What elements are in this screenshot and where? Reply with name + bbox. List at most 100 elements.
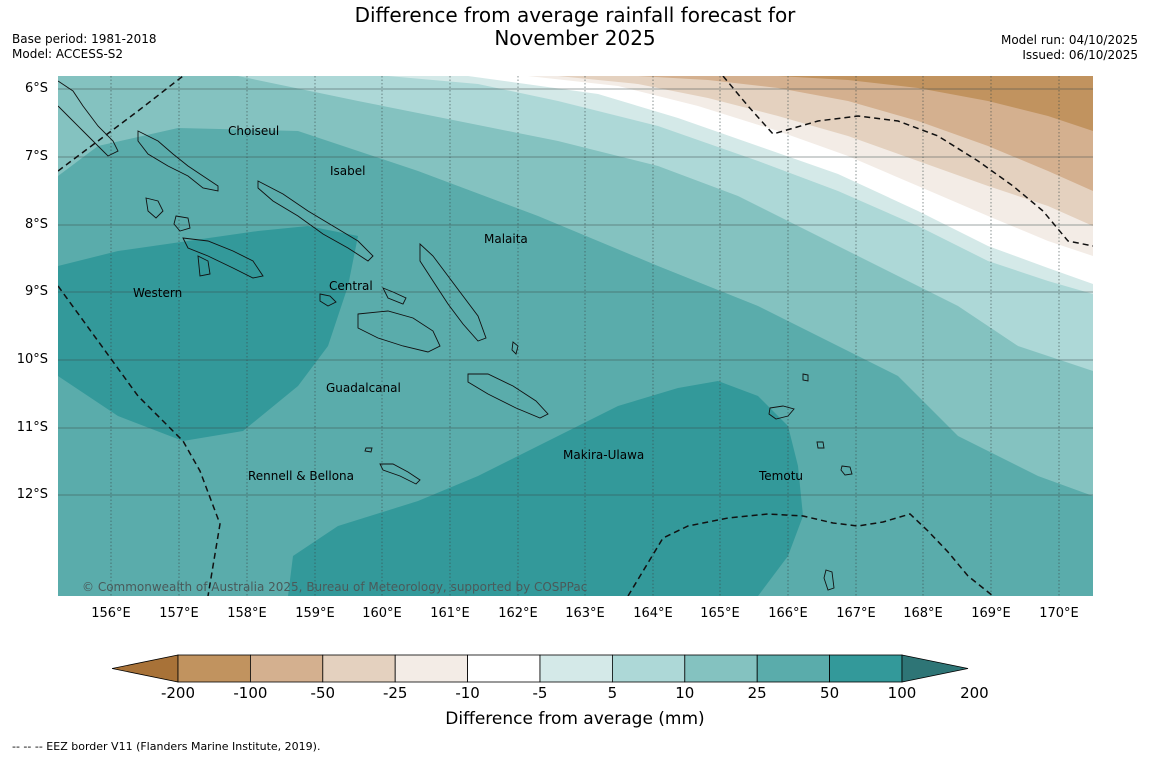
malaita-coast xyxy=(419,242,487,342)
label-central: Central xyxy=(329,279,373,293)
russell-coast xyxy=(319,293,337,307)
colorbar-tick-label: -25 xyxy=(382,684,408,702)
lat-label-9s: 9°S xyxy=(24,284,48,299)
rainfall-map xyxy=(58,76,1093,596)
lon-label-164e: 164°E xyxy=(633,606,673,621)
lon-label-165e: 165°E xyxy=(700,606,740,621)
label-guadalcanal: Guadalcanal xyxy=(326,381,401,395)
title-line-1: Difference from average rainfall forecas… xyxy=(354,3,796,27)
vella-lavella-coast xyxy=(145,197,164,219)
colorbar-tick-label: -50 xyxy=(310,684,336,702)
base-period: Base period: 1981-2018 xyxy=(12,32,157,46)
lon-label-163e: 163°E xyxy=(565,606,605,621)
colorbar-swatch xyxy=(684,654,758,683)
band-neg-50-25 xyxy=(638,76,1093,191)
meta-left: Base period: 1981-2018 Model: ACCESS-S2 xyxy=(12,32,157,62)
guadalcanal-coast xyxy=(357,310,441,353)
utupua-coast xyxy=(840,465,853,476)
label-rennell-bellona: Rennell & Bellona xyxy=(248,469,355,483)
colorbar-tick-label: -5 xyxy=(532,684,548,702)
ulawa-coast xyxy=(511,341,519,355)
colorbar-swatch xyxy=(829,654,903,683)
lat-label-11s: 11°S xyxy=(16,420,48,435)
lon-label-159e: 159°E xyxy=(295,606,335,621)
reef-island-coast xyxy=(802,373,809,382)
colorbar-tick-label: 5 xyxy=(607,684,618,702)
graticule xyxy=(110,76,1060,596)
colorbar xyxy=(111,654,1038,686)
lon-label-166e: 166°E xyxy=(768,606,808,621)
colorbar-tick-label: -200 xyxy=(160,684,196,702)
lat-label-7s: 7°S xyxy=(24,149,48,164)
colorbar-swatch xyxy=(539,654,613,683)
bellona-coast xyxy=(364,447,373,453)
lat-label-10s: 10°S xyxy=(16,352,48,367)
lon-label-169e: 169°E xyxy=(971,606,1011,621)
isabel-coast xyxy=(257,180,374,262)
colorbar-tick-label: -100 xyxy=(233,684,268,702)
lon-label-167e: 167°E xyxy=(836,606,876,621)
nggela-coast xyxy=(382,287,407,305)
colorbar-tick-label: 50 xyxy=(820,684,840,702)
new-georgia-coast xyxy=(182,237,264,279)
eez-west xyxy=(58,285,221,596)
colorbar-extend-high xyxy=(901,654,969,683)
colorbar-swatch xyxy=(756,654,831,683)
lon-label-158e: 158°E xyxy=(227,606,267,621)
lat-lines xyxy=(58,88,1093,496)
model-name: Model: ACCESS-S2 xyxy=(12,47,124,61)
colorbar-swatch xyxy=(394,654,469,683)
colorbar-tick-label: -10 xyxy=(455,684,480,702)
lat-label-12s: 12°S xyxy=(16,487,48,502)
map-title: Difference from average rainfall forecas… xyxy=(0,4,1150,50)
rennell-coast xyxy=(379,463,421,485)
colorbar-tick-label: 200 xyxy=(960,684,989,702)
label-choiseul: Choiseul xyxy=(228,124,280,138)
colorbar-swatch xyxy=(322,654,396,683)
coastlines xyxy=(58,80,853,591)
anuta-coast xyxy=(823,569,835,591)
colorbar-swatch xyxy=(467,654,541,683)
vanikoro-coast xyxy=(816,441,825,449)
santa-cruz-coast xyxy=(768,405,795,420)
eez-border xyxy=(58,76,1093,596)
lon-label-170e: 170°E xyxy=(1039,606,1079,621)
lon-label-156e: 156°E xyxy=(91,606,131,621)
label-makira-ulawa: Makira-Ulawa xyxy=(563,448,645,462)
issued-date: Issued: 06/10/2025 xyxy=(1022,48,1138,62)
copyright-notice: © Commonwealth of Australia 2025, Bureau… xyxy=(82,580,588,594)
makira-coast xyxy=(467,373,549,419)
label-isabel: Isabel xyxy=(330,164,366,178)
lat-label-6s: 6°S xyxy=(24,81,48,96)
band-100-200-south xyxy=(288,381,803,596)
colorbar-extend-low xyxy=(111,654,179,683)
colorbar-swatch xyxy=(249,654,324,683)
lon-label-168e: 168°E xyxy=(903,606,943,621)
colorbar-tick-label: 10 xyxy=(675,684,695,702)
choiseul-coast xyxy=(137,130,219,192)
colorbar-swatch xyxy=(177,654,251,683)
eez-legend: -- -- -- EEZ border V11 (Flanders Marine… xyxy=(12,740,321,753)
lon-label-160e: 160°E xyxy=(362,606,402,621)
model-run: Model run: 04/10/2025 xyxy=(1000,33,1138,47)
eez-north-west xyxy=(58,76,184,172)
colorbar-title: Difference from average (mm) xyxy=(445,709,705,729)
lon-label-162e: 162°E xyxy=(498,606,538,621)
map-svg xyxy=(58,76,1093,596)
meta-right: Model run: 04/10/2025 Issued: 06/10/2025 xyxy=(1001,33,1138,63)
colorbar-svg xyxy=(111,654,969,683)
title-line-2: November 2025 xyxy=(494,26,656,50)
kolombangara-coast xyxy=(173,215,191,232)
label-temotu: Temotu xyxy=(759,469,804,483)
colorbar-tick-label: 100 xyxy=(887,684,917,702)
lon-label-161e: 161°E xyxy=(430,606,470,621)
label-western: Western xyxy=(133,286,183,300)
lon-label-157e: 157°E xyxy=(159,606,199,621)
eez-south-east xyxy=(627,513,994,596)
colorbar-tick-label: 25 xyxy=(747,684,767,702)
rendova-coast xyxy=(197,255,211,277)
band-100-200-west xyxy=(58,226,358,441)
colorbar-swatch xyxy=(611,654,686,683)
lat-label-8s: 8°S xyxy=(24,217,48,232)
label-malaita: Malaita xyxy=(484,232,528,246)
